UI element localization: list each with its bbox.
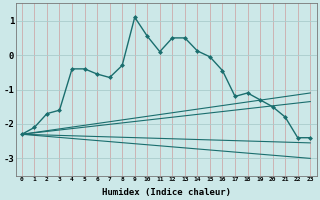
X-axis label: Humidex (Indice chaleur): Humidex (Indice chaleur) (101, 188, 231, 197)
